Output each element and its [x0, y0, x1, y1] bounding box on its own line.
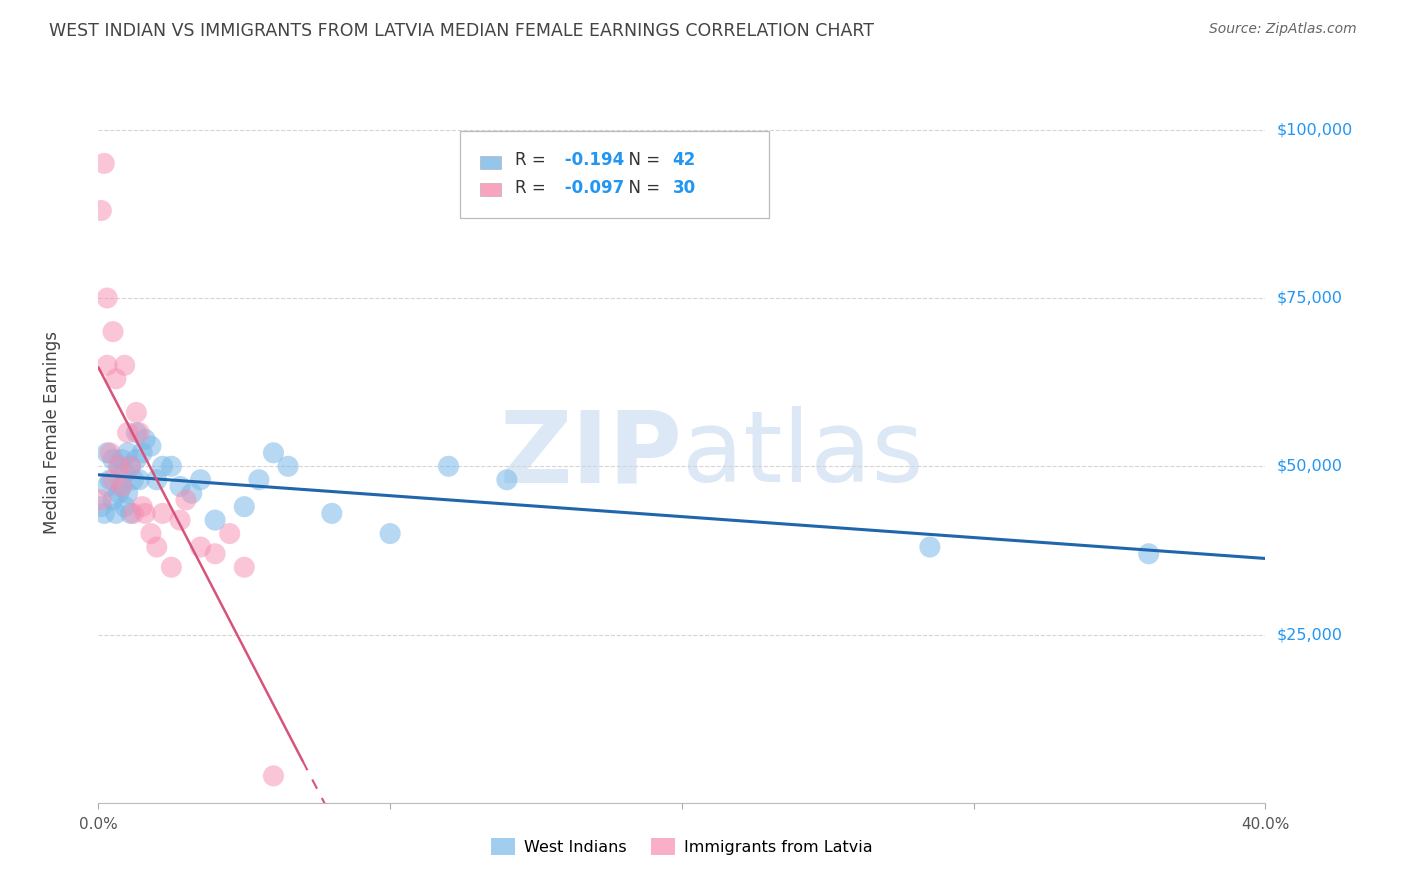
Point	[90, 500, 112, 514]
Point	[321, 507, 343, 521]
Point	[180, 486, 202, 500]
Text: WEST INDIAN VS IMMIGRANTS FROM LATVIA MEDIAN FEMALE EARNINGS CORRELATION CHART: WEST INDIAN VS IMMIGRANTS FROM LATVIA ME…	[49, 22, 875, 40]
Point	[104, 372, 127, 386]
Text: $100,000: $100,000	[1277, 122, 1353, 137]
FancyBboxPatch shape	[479, 156, 501, 169]
Point	[120, 459, 142, 474]
Text: 30: 30	[672, 178, 696, 196]
Point	[262, 446, 284, 460]
Text: $75,000: $75,000	[1277, 291, 1343, 305]
Point	[90, 203, 112, 218]
Text: N =: N =	[617, 151, 665, 169]
Point	[117, 486, 139, 500]
Point	[111, 479, 134, 493]
Text: atlas: atlas	[682, 407, 924, 503]
Point	[122, 473, 145, 487]
Point	[134, 433, 156, 447]
Point	[128, 473, 150, 487]
Point	[262, 769, 284, 783]
Point	[111, 479, 134, 493]
Text: N =: N =	[617, 178, 665, 196]
Point	[146, 540, 169, 554]
Point	[96, 359, 118, 373]
Point	[152, 459, 174, 474]
Point	[380, 526, 402, 541]
Point	[128, 425, 150, 440]
Text: -0.194: -0.194	[560, 151, 624, 169]
FancyBboxPatch shape	[479, 183, 501, 196]
Legend: West Indians, Immigrants from Latvia: West Indians, Immigrants from Latvia	[485, 832, 879, 862]
Point	[139, 526, 162, 541]
Point	[108, 459, 131, 474]
Point	[918, 540, 941, 554]
Point	[125, 452, 148, 467]
Point	[204, 513, 226, 527]
Point	[117, 446, 139, 460]
Point	[104, 507, 127, 521]
Point	[233, 560, 256, 574]
Point	[114, 466, 136, 480]
Text: 42: 42	[672, 151, 696, 169]
Text: R =: R =	[515, 151, 551, 169]
Point	[93, 507, 115, 521]
Point	[169, 479, 191, 493]
Point	[218, 526, 240, 541]
Point	[190, 473, 212, 487]
Point	[101, 325, 124, 339]
Point	[90, 492, 112, 507]
Point	[101, 452, 124, 467]
Point	[233, 500, 256, 514]
Point	[101, 492, 124, 507]
Text: Median Female Earnings: Median Female Earnings	[42, 331, 60, 534]
Point	[160, 459, 183, 474]
Point	[139, 439, 162, 453]
Point	[247, 473, 270, 487]
Point	[96, 479, 118, 493]
Point	[98, 446, 121, 460]
Point	[111, 452, 134, 467]
Point	[96, 291, 118, 305]
Point	[160, 560, 183, 574]
Point	[169, 513, 191, 527]
Text: $50,000: $50,000	[1277, 458, 1343, 474]
Point	[174, 492, 197, 507]
Point	[108, 459, 131, 474]
Point	[125, 405, 148, 419]
FancyBboxPatch shape	[460, 130, 769, 218]
Point	[98, 473, 121, 487]
Point	[93, 156, 115, 170]
Point	[114, 359, 136, 373]
Point	[496, 473, 519, 487]
Point	[114, 500, 136, 514]
Point	[120, 507, 142, 521]
Point	[131, 500, 153, 514]
Point	[96, 446, 118, 460]
Text: ZIP: ZIP	[499, 407, 682, 503]
Point	[190, 540, 212, 554]
Point	[131, 446, 153, 460]
Point	[152, 507, 174, 521]
Text: $25,000: $25,000	[1277, 627, 1343, 642]
Text: -0.097: -0.097	[560, 178, 624, 196]
Point	[120, 459, 142, 474]
Point	[108, 486, 131, 500]
Text: R =: R =	[515, 178, 551, 196]
Point	[1137, 547, 1160, 561]
Text: Source: ZipAtlas.com: Source: ZipAtlas.com	[1209, 22, 1357, 37]
Point	[277, 459, 299, 474]
Point	[125, 425, 148, 440]
Point	[146, 473, 169, 487]
Point	[117, 425, 139, 440]
Point	[101, 473, 124, 487]
Point	[204, 547, 226, 561]
Point	[134, 507, 156, 521]
Point	[437, 459, 460, 474]
Point	[122, 507, 145, 521]
